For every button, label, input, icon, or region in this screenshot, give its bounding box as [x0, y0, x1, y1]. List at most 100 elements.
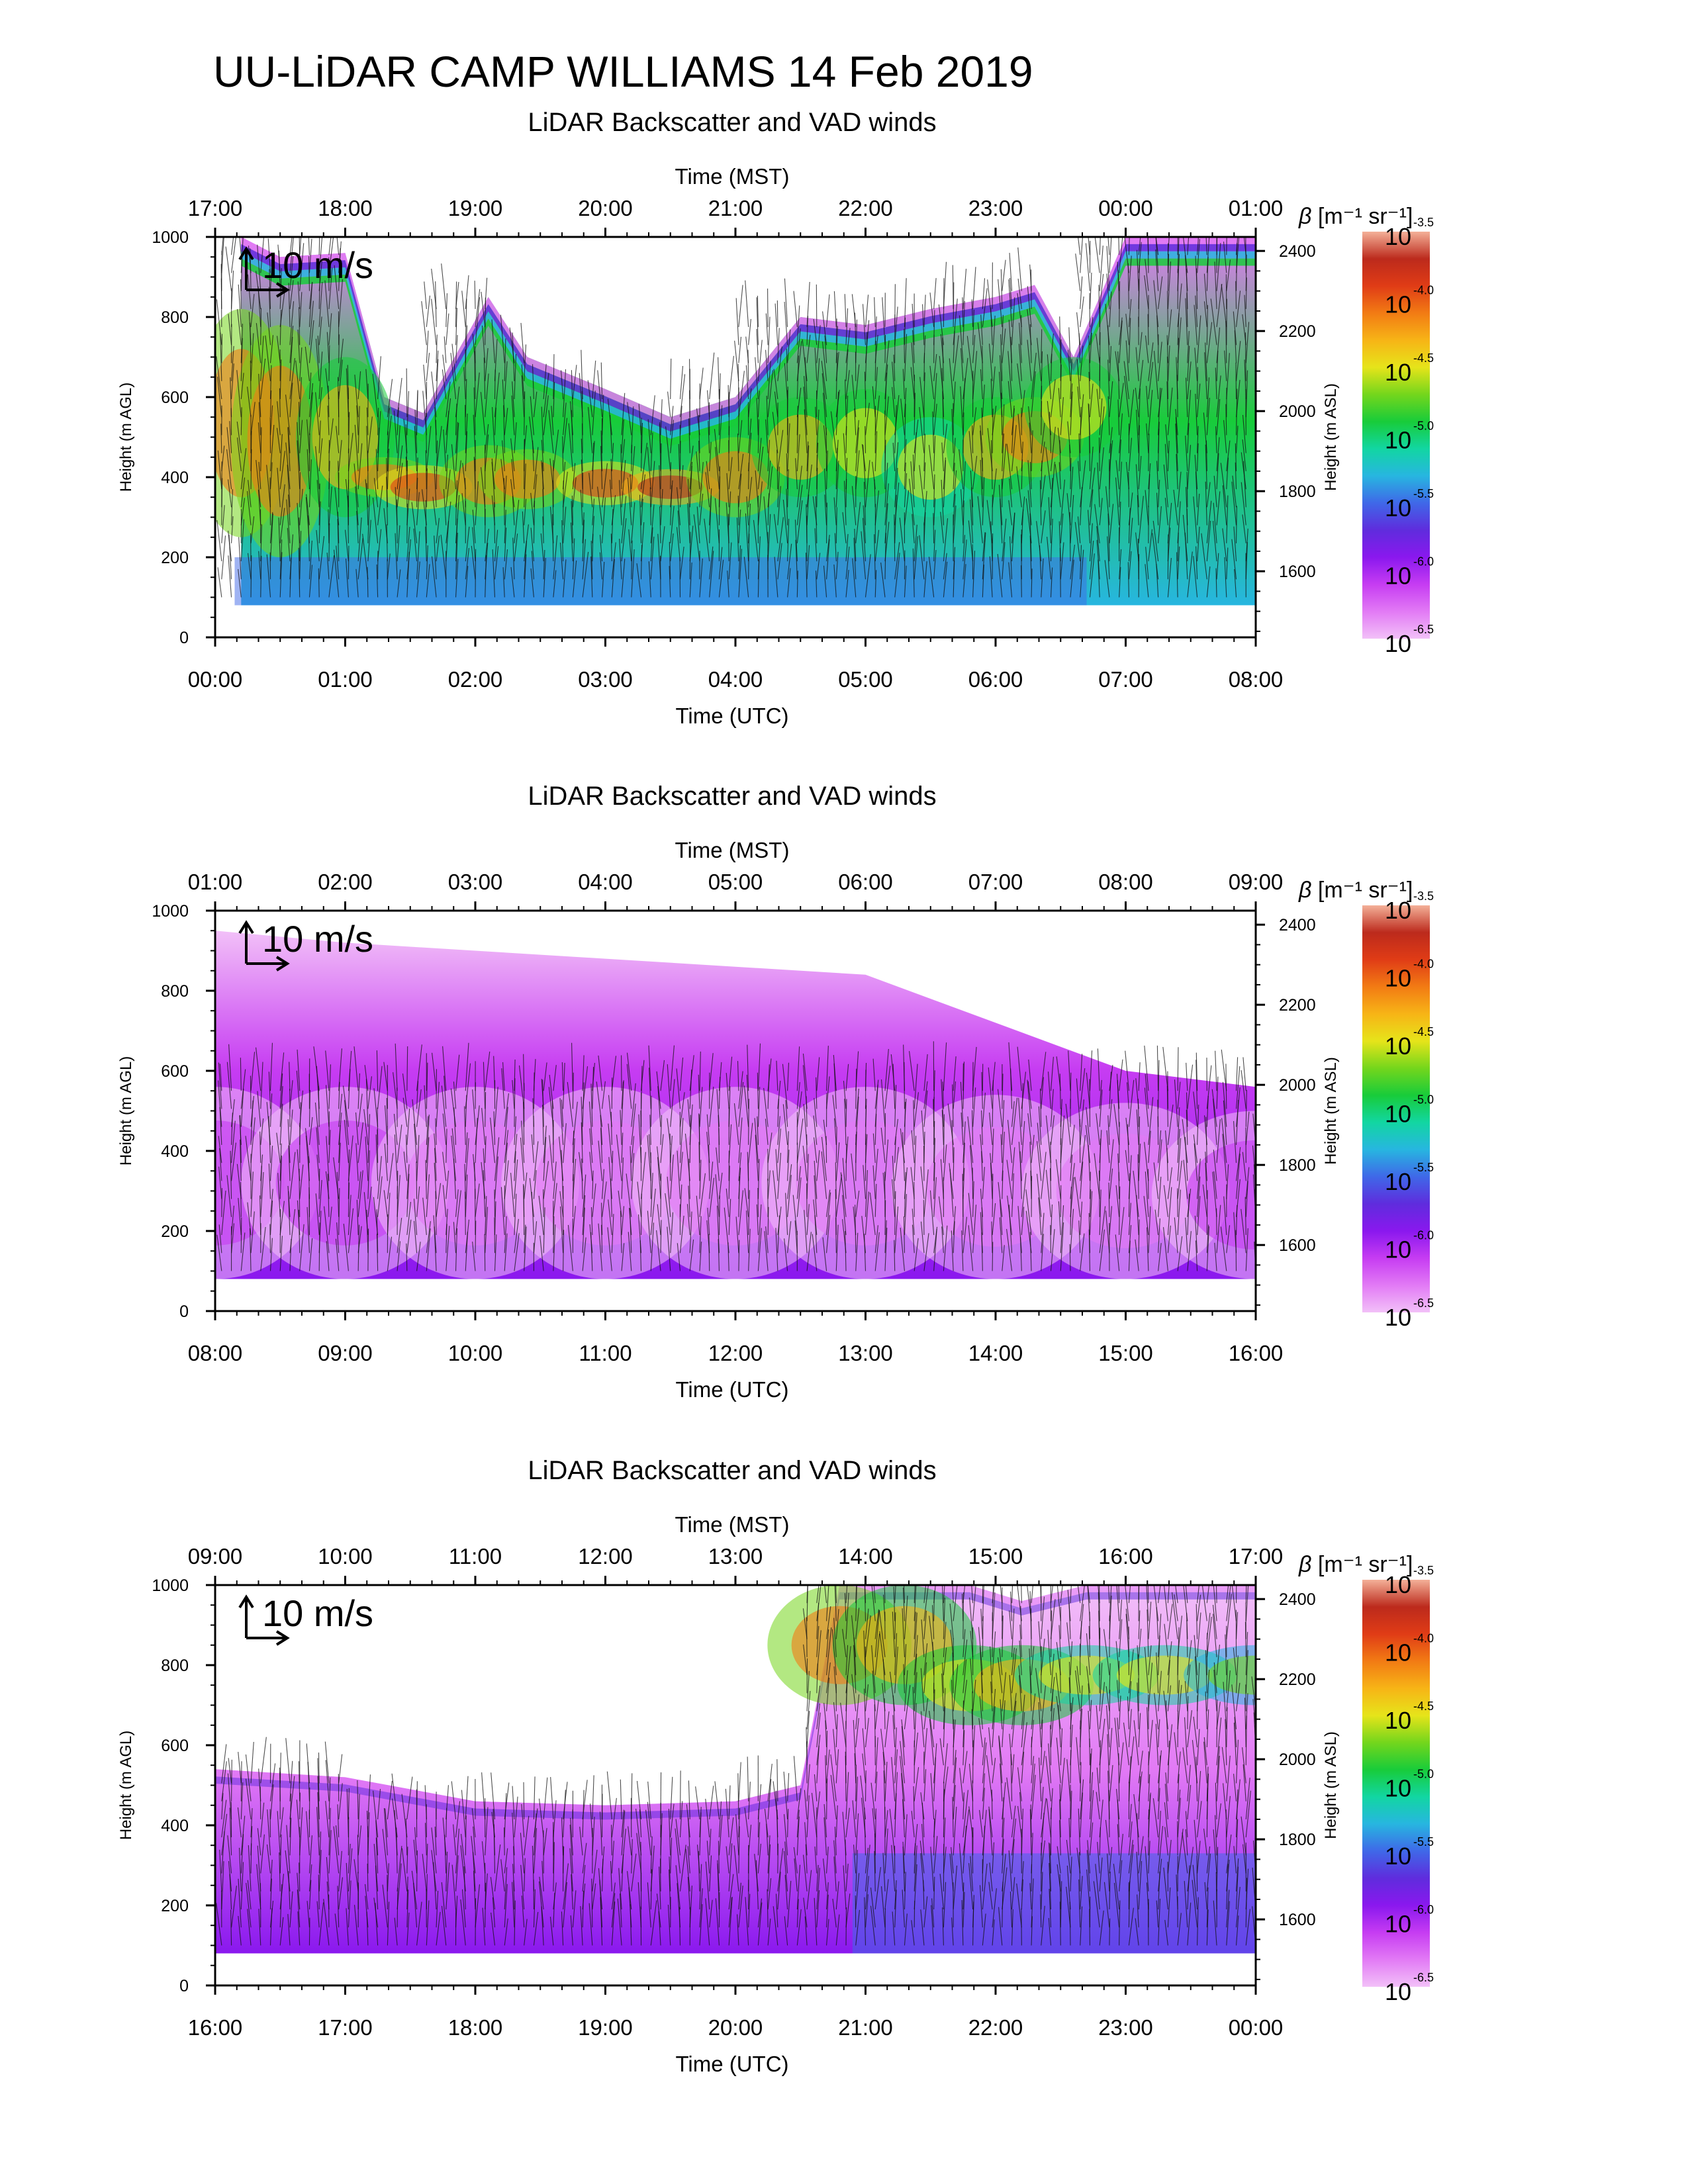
colorbar-tick-base: 10 — [1385, 1571, 1411, 1598]
y-left-tick-label: 1000 — [152, 1576, 189, 1595]
colorbar-tick-base: 10 — [1385, 359, 1411, 386]
x-bottom-tick-label: 18:00 — [448, 2015, 503, 2040]
colorbar-tick-exponent: -6.0 — [1413, 1903, 1434, 1917]
x-bottom-tick-label: 16:00 — [188, 2015, 243, 2040]
x-bottom-tick-label: 19:00 — [578, 2015, 633, 2040]
x-bottom-tick-label: 14:00 — [968, 1341, 1023, 1365]
y-axis-left-label: Height (m AGL) — [117, 383, 135, 492]
colorbar-tick-base: 10 — [1385, 897, 1411, 924]
x-bottom-tick-label: 22:00 — [968, 2015, 1023, 2040]
x-top-tick-label: 12:00 — [578, 1544, 633, 1569]
x-bottom-tick-label: 23:00 — [1098, 2015, 1153, 2040]
x-bottom-tick-label: 13:00 — [838, 1341, 893, 1365]
colorbar-tick-base: 10 — [1385, 965, 1411, 992]
x-bottom-tick-label: 05:00 — [838, 667, 893, 692]
x-bottom-tick-label: 00:00 — [188, 667, 243, 692]
wind-scale-label: 10 m/s — [262, 1592, 373, 1634]
y-left-tick-label: 200 — [161, 1222, 189, 1241]
y-left-tick-label: 200 — [161, 549, 189, 567]
y-left-tick-label: 0 — [179, 1977, 189, 1995]
y-right-tick-label: 2000 — [1279, 1751, 1316, 1769]
colorbar-tick-exponent: -6.5 — [1413, 1971, 1434, 1984]
colorbar-tick-base: 10 — [1385, 1168, 1411, 1195]
colorbar-tick-base: 10 — [1385, 494, 1411, 522]
colorbar — [1362, 232, 1430, 639]
backscatter-field — [215, 1585, 1256, 1985]
y-right-tick-label: 2200 — [1279, 996, 1316, 1015]
colorbar-tick-exponent: -3.5 — [1413, 1564, 1434, 1577]
colorbar-tick-exponent: -5.0 — [1413, 1093, 1434, 1107]
x-top-tick-label: 04:00 — [578, 870, 633, 894]
x-top-tick-label: 00:00 — [1098, 196, 1153, 220]
y-right-tick-label: 1600 — [1279, 563, 1316, 581]
y-right-tick-label: 1800 — [1279, 482, 1316, 501]
colorbar-title: β [m⁻¹ sr⁻¹] — [1298, 204, 1413, 229]
y-left-tick-label: 200 — [161, 1897, 189, 1915]
y-left-tick-label: 400 — [161, 1142, 189, 1161]
x-axis-top-label: Time (MST) — [675, 164, 790, 189]
y-axis-right-label: Height (m ASL) — [1322, 1057, 1340, 1165]
backscatter-field — [215, 931, 1256, 1311]
x-bottom-tick-label: 09:00 — [318, 1341, 373, 1365]
x-top-tick-label: 06:00 — [838, 870, 893, 894]
x-top-tick-label: 16:00 — [1098, 1544, 1153, 1569]
y-right-tick-label: 1800 — [1279, 1156, 1316, 1175]
x-top-tick-label: 17:00 — [188, 196, 243, 220]
x-axis-top-label: Time (MST) — [675, 1512, 790, 1537]
below-first-gate — [215, 605, 1256, 637]
wind-key-arrowhead — [275, 956, 290, 972]
colorbar-tick-exponent: -6.5 — [1413, 623, 1434, 636]
x-top-tick-label: 09:00 — [188, 1544, 243, 1569]
backscatter-field — [215, 237, 1256, 637]
backscatter-core — [247, 365, 313, 517]
colorbar-tick-exponent: -5.5 — [1413, 1835, 1434, 1848]
x-bottom-tick-label: 08:00 — [188, 1341, 243, 1365]
x-top-tick-label: 22:00 — [838, 196, 893, 220]
y-right-tick-label: 1800 — [1279, 1831, 1316, 1849]
colorbar-title: β [m⁻¹ sr⁻¹] — [1298, 1552, 1413, 1577]
colorbar-tick-base: 10 — [1385, 630, 1411, 657]
y-left-tick-label: 0 — [179, 629, 189, 647]
x-bottom-tick-label: 02:00 — [448, 667, 503, 692]
y-left-tick-label: 1000 — [152, 228, 189, 247]
x-bottom-tick-label: 06:00 — [968, 667, 1023, 692]
wind-scale-label: 10 m/s — [262, 918, 373, 960]
colorbar-tick-exponent: -6.0 — [1413, 555, 1434, 569]
wind-key-arrowhead — [238, 246, 254, 261]
y-right-tick-label: 2400 — [1279, 916, 1316, 934]
x-top-tick-label: 18:00 — [318, 196, 373, 220]
x-bottom-tick-label: 12:00 — [708, 1341, 763, 1365]
surface-band — [852, 1853, 1256, 1954]
y-axis-right-label: Height (m ASL) — [1322, 383, 1340, 491]
colorbar-tick-exponent: -4.0 — [1413, 1632, 1434, 1645]
wind-scale-label: 10 m/s — [262, 244, 373, 286]
y-right-tick-label: 2400 — [1279, 242, 1316, 261]
colorbar-tick-base: 10 — [1385, 1101, 1411, 1128]
wind-key-arrowhead — [238, 920, 254, 934]
colorbar — [1362, 1580, 1430, 1987]
colorbar-tick-base: 10 — [1385, 427, 1411, 454]
x-top-tick-label: 17:00 — [1229, 1544, 1284, 1569]
colorbar-tick-exponent: -4.5 — [1413, 1700, 1434, 1713]
x-bottom-tick-label: 16:00 — [1229, 1341, 1284, 1365]
colorbar-tick-exponent: -3.5 — [1413, 216, 1434, 229]
x-top-tick-label: 08:00 — [1098, 870, 1153, 894]
colorbar-tick-base: 10 — [1385, 1236, 1411, 1263]
chart-title: LiDAR Backscatter and VAD winds — [528, 782, 936, 811]
vad-wind-arrows — [216, 1585, 1256, 1946]
backscatter-core — [1186, 1140, 1256, 1250]
x-bottom-tick-label: 00:00 — [1229, 2015, 1284, 2040]
colorbar-tick-base: 10 — [1385, 223, 1411, 250]
x-bottom-tick-label: 08:00 — [1229, 667, 1284, 692]
vad-wind-arrows — [216, 1041, 1256, 1271]
colorbar-tick-exponent: -4.5 — [1413, 351, 1434, 365]
chart-panel-3: LiDAR Backscatter and VAD winds Time (MST… — [117, 1456, 1434, 2076]
x-bottom-tick-label: 03:00 — [578, 667, 633, 692]
x-top-tick-label: 23:00 — [968, 196, 1023, 220]
y-right-tick-label: 2000 — [1279, 1076, 1316, 1095]
y-right-tick-label: 1600 — [1279, 1236, 1316, 1255]
y-left-tick-label: 800 — [161, 308, 189, 327]
x-bottom-tick-label: 20:00 — [708, 2015, 763, 2040]
vad-wind-arrows — [216, 237, 1250, 598]
x-bottom-tick-label: 01:00 — [318, 667, 373, 692]
